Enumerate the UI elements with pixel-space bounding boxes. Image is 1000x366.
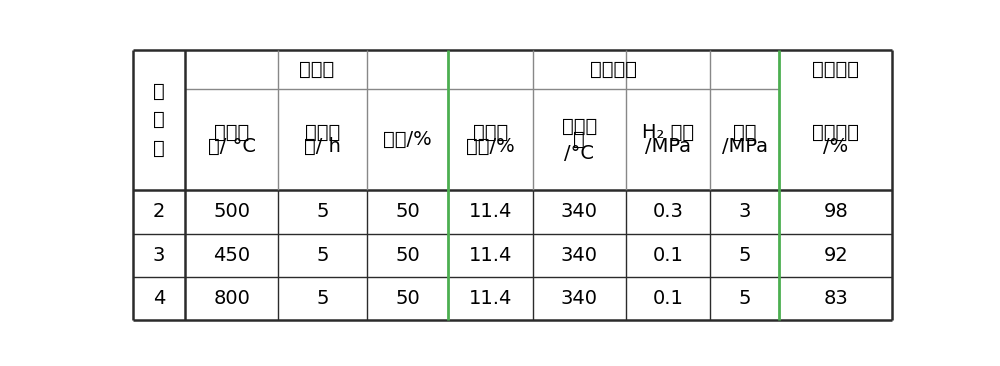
Text: 3: 3 — [739, 202, 751, 221]
Text: 83: 83 — [823, 289, 848, 308]
Text: 总压: 总压 — [733, 123, 757, 142]
Text: H₂ 分压: H₂ 分压 — [642, 123, 694, 142]
Text: 度/ °C: 度/ °C — [208, 137, 256, 156]
Text: 例: 例 — [153, 139, 165, 158]
Text: 度: 度 — [573, 130, 585, 149]
Text: 实: 实 — [153, 82, 165, 101]
Text: 50: 50 — [395, 289, 420, 308]
Text: 反应物: 反应物 — [473, 123, 508, 142]
Text: 11.4: 11.4 — [469, 246, 512, 265]
Text: 0.3: 0.3 — [653, 202, 683, 221]
Text: 5: 5 — [739, 289, 751, 308]
Text: 0.1: 0.1 — [653, 289, 683, 308]
Text: 4: 4 — [153, 289, 165, 308]
Text: /%: /% — [823, 137, 848, 156]
Text: 偃化剂: 偃化剂 — [299, 60, 334, 79]
Text: /°C: /°C — [564, 143, 594, 163]
Text: 还原温: 还原温 — [214, 123, 249, 142]
Text: 用量/%: 用量/% — [383, 130, 432, 149]
Text: /MPa: /MPa — [722, 137, 768, 156]
Text: 98: 98 — [823, 202, 848, 221]
Text: 50: 50 — [395, 202, 420, 221]
Text: 11.4: 11.4 — [469, 202, 512, 221]
Text: 施: 施 — [153, 111, 165, 130]
Text: 5: 5 — [316, 289, 329, 308]
Text: 5: 5 — [739, 246, 751, 265]
Text: 3: 3 — [153, 246, 165, 265]
Text: 340: 340 — [561, 289, 598, 308]
Text: 还原时: 还原时 — [305, 123, 340, 142]
Text: 340: 340 — [561, 202, 598, 221]
Text: 50: 50 — [395, 246, 420, 265]
Text: 5: 5 — [316, 246, 329, 265]
Text: /MPa: /MPa — [645, 137, 691, 156]
Text: 11.4: 11.4 — [469, 289, 512, 308]
Text: 92: 92 — [823, 246, 848, 265]
Text: 反应参数: 反应参数 — [590, 60, 637, 79]
Text: 浓度/%: 浓度/% — [466, 137, 515, 156]
Text: 340: 340 — [561, 246, 598, 265]
Text: 450: 450 — [213, 246, 250, 265]
Text: 800: 800 — [213, 289, 250, 308]
Text: 芳烃收率: 芳烃收率 — [812, 123, 859, 142]
Text: 反应效果: 反应效果 — [812, 60, 859, 79]
Text: 500: 500 — [213, 202, 250, 221]
Text: 2: 2 — [153, 202, 165, 221]
Text: 0.1: 0.1 — [653, 246, 683, 265]
Text: 反应温: 反应温 — [562, 116, 597, 135]
Text: 间/ h: 间/ h — [304, 137, 341, 156]
Text: 5: 5 — [316, 202, 329, 221]
